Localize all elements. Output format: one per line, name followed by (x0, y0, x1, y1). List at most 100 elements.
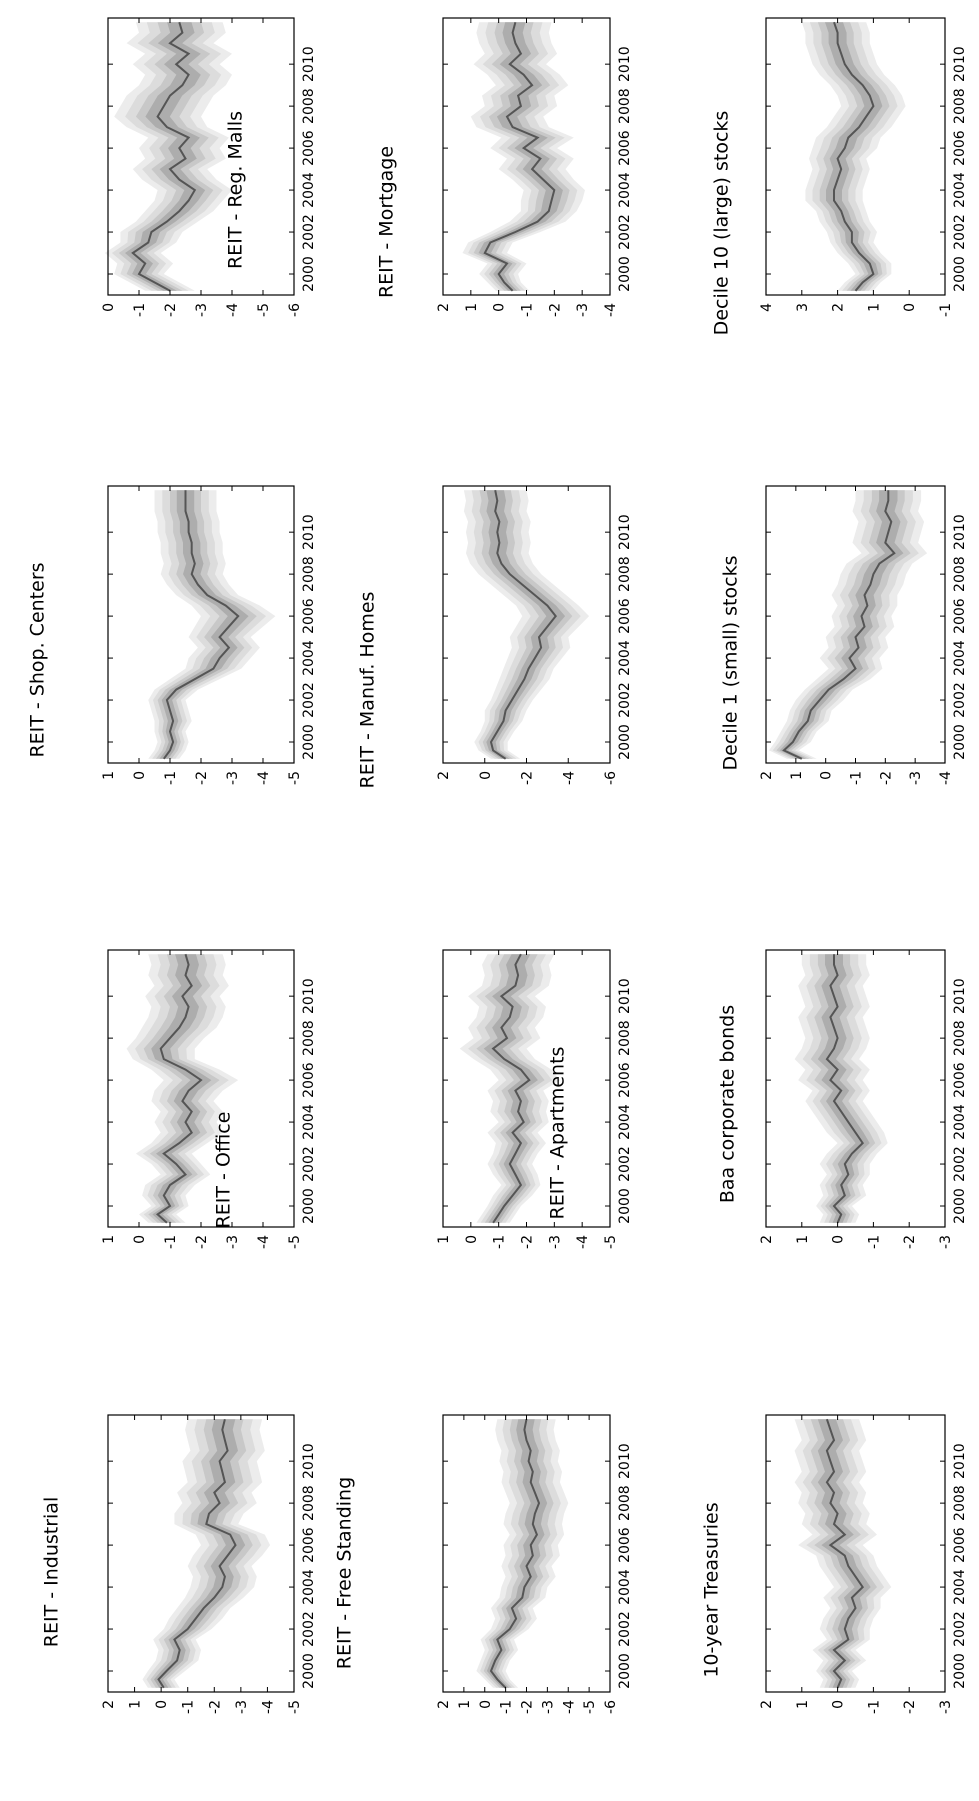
xtick-label-reit-shop-centers: 2000 (301, 724, 317, 760)
xtick-label-reit-shop-centers: 2004 (301, 640, 317, 676)
ytick-label-10-year-treasuries: -1 (866, 1700, 882, 1714)
band-reit-shop-centers-2 (156, 490, 257, 759)
ytick-label-baa-corporate-bonds: -3 (938, 1235, 954, 1249)
xtick-label-reit-manuf-homes: 2004 (617, 640, 633, 676)
median-line-reit-mortgage (483, 21, 556, 292)
median-line-reit-industrial (157, 1418, 237, 1689)
ytick-label-decile-1-small-stocks: 2 (759, 771, 775, 780)
band-reit-manuf-homes-3 (486, 490, 566, 759)
xtick-label-reit-apartments: 2008 (617, 1020, 633, 1056)
ytick-label-reit-free-standing: 1 (457, 1700, 473, 1709)
xtick-label-reit-industrial: 2010 (301, 1443, 317, 1479)
ytick-label-10-year-treasuries: -3 (938, 1700, 954, 1714)
panel-decile-1-small-stocks: -4 -3 -2 -1 0 1 2 2000 2002 2004 2006 2008 2010 Decil… (720, 485, 968, 785)
xtick-label-reit-manuf-homes: 2002 (617, 682, 633, 718)
xtick-label-reit-reg-malls: 2000 (301, 256, 317, 292)
xtick-label-decile-1-small-stocks: 2006 (952, 598, 968, 634)
xtick-label-decile-1-small-stocks: 2008 (952, 556, 968, 592)
panel-title-reit-manuf-homes: REIT - Manuf. Homes (357, 592, 379, 789)
ytick-label-decile-1-small-stocks: -3 (908, 771, 924, 785)
xtick-label-decile-1-small-stocks: 2002 (952, 682, 968, 718)
median-line-reit-reg-malls (131, 21, 197, 292)
xtick-label-reit-industrial: 2006 (301, 1527, 317, 1563)
xtick-label-reit-shop-centers: 2008 (301, 556, 317, 592)
xtick-label-reit-manuf-homes: 2008 (617, 556, 633, 592)
band-reit-reg-malls-3 (125, 22, 206, 291)
panel-title-10-year-treasuries: 10-year Treasuries (701, 1502, 723, 1677)
panel-title-reit-mortgage: REIT - Mortgage (376, 146, 398, 298)
panel-title-baa-corporate-bonds: Baa corporate bonds (717, 1005, 739, 1203)
ytick-label-reit-shop-centers: -1 (163, 771, 179, 785)
xtick-label-reit-industrial: 2008 (301, 1485, 317, 1521)
ytick-label-decile-10-large-stocks: 2 (831, 303, 847, 312)
ytick-label-decile-10-large-stocks: -1 (938, 303, 954, 317)
xtick-label-reit-mortgage: 2004 (617, 172, 633, 208)
ytick-label-reit-mortgage: 1 (464, 303, 480, 312)
ytick-label-reit-free-standing: -3 (540, 1700, 556, 1714)
xtick-label-reit-office: 2002 (301, 1146, 317, 1182)
xtick-label-reit-free-standing: 2008 (617, 1485, 633, 1521)
ytick-label-reit-reg-malls: -6 (287, 303, 303, 317)
ytick-label-reit-reg-malls: -1 (132, 303, 148, 317)
panel-reit-shop-centers: -5 -4 -3 -2 -1 0 1 2000 2002 2004 2006 2008 2010 REIT… (27, 485, 317, 785)
ytick-label-reit-office: 0 (132, 1235, 148, 1244)
ytick-label-reit-shop-centers: 0 (132, 771, 148, 780)
xtick-label-reit-mortgage: 2010 (617, 46, 633, 82)
xtick-label-reit-apartments: 2004 (617, 1104, 633, 1140)
xtick-label-reit-free-standing: 2004 (617, 1569, 633, 1605)
median-line-reit-free-standing (489, 1419, 541, 1689)
xtick-label-reit-mortgage: 2006 (617, 130, 633, 166)
ytick-label-decile-10-large-stocks: 1 (866, 303, 882, 312)
xtick-label-reit-manuf-homes: 2006 (617, 598, 633, 634)
xtick-label-reit-reg-malls: 2004 (301, 172, 317, 208)
ytick-label-reit-office: -1 (163, 1235, 179, 1249)
median-line-reit-apartments (491, 953, 531, 1224)
ytick-label-reit-industrial: -3 (234, 1700, 250, 1714)
ytick-label-reit-free-standing: 0 (478, 1700, 494, 1709)
xtick-label-reit-shop-centers: 2010 (301, 514, 317, 550)
ytick-label-reit-industrial: -5 (287, 1700, 303, 1714)
ytick-label-reit-free-standing: -5 (582, 1700, 598, 1714)
panel-reit-reg-malls: -6 -5 -4 -3 -2 -1 0 2000 2002 2004 2006 2008 2010 REI… (101, 17, 317, 317)
ytick-label-decile-1-small-stocks: -4 (938, 771, 954, 785)
ytick-label-reit-manuf-homes: 0 (478, 771, 494, 780)
ytick-label-reit-apartments: -2 (520, 1235, 536, 1249)
ytick-label-reit-office: -4 (256, 1235, 272, 1249)
ytick-label-decile-1-small-stocks: 1 (789, 771, 805, 780)
panel-reit-mortgage: -4 -3 -2 -1 0 1 2 2000 2002 2004 2006 2008 2010 REIT … (376, 17, 633, 317)
xtick-label-baa-corporate-bonds: 2008 (952, 1020, 968, 1056)
ytick-label-reit-shop-centers: -3 (225, 771, 241, 785)
xtick-label-reit-shop-centers: 2006 (301, 598, 317, 634)
ytick-label-10-year-treasuries: -2 (902, 1700, 918, 1714)
panel-reit-industrial: -5 -4 -3 -2 -1 0 1 2 2000 2002 2004 2006 2008 2010 REI… (41, 1414, 317, 1714)
ytick-label-reit-office: -3 (225, 1235, 241, 1249)
ytick-label-reit-industrial: -4 (260, 1700, 276, 1714)
ytick-label-reit-reg-malls: -3 (194, 303, 210, 317)
ytick-label-baa-corporate-bonds: 2 (759, 1235, 775, 1244)
band-baa-corporate-bonds-3 (817, 954, 870, 1223)
ytick-label-10-year-treasuries: 1 (795, 1700, 811, 1709)
panel-reit-office: -5 -4 -3 -2 -1 0 1 2000 2002 2004 2006 2008 2010 REIT… (101, 949, 317, 1249)
ytick-label-reit-mortgage: 0 (492, 303, 508, 312)
xtick-label-decile-10-large-stocks: 2000 (952, 256, 968, 292)
xtick-label-reit-manuf-homes: 2000 (617, 724, 633, 760)
ytick-label-reit-mortgage: -3 (575, 303, 591, 317)
xtick-label-decile-10-large-stocks: 2010 (952, 46, 968, 82)
ytick-label-reit-free-standing: -4 (561, 1700, 577, 1714)
ytick-label-reit-shop-centers: 1 (101, 771, 117, 780)
xtick-label-decile-10-large-stocks: 2006 (952, 130, 968, 166)
ytick-label-reit-mortgage: -2 (547, 303, 563, 317)
panel-baa-corporate-bonds: -3 -2 -1 0 1 2 2000 2002 2004 2006 2008 2010 Baa cor… (717, 949, 968, 1249)
median-line-10-year-treasuries (825, 1418, 865, 1689)
ytick-label-reit-free-standing: 2 (436, 1700, 452, 1709)
ytick-label-reit-office: -5 (287, 1235, 303, 1249)
ytick-label-reit-apartments: -1 (492, 1235, 508, 1249)
ytick-label-10-year-treasuries: 2 (759, 1700, 775, 1709)
ytick-label-reit-reg-malls: 0 (101, 303, 117, 312)
ytick-label-reit-apartments: -4 (575, 1235, 591, 1249)
ytick-label-reit-free-standing: -1 (499, 1700, 515, 1714)
xtick-label-reit-mortgage: 2002 (617, 214, 633, 250)
ytick-label-reit-mortgage: 2 (436, 303, 452, 312)
ytick-label-baa-corporate-bonds: 0 (831, 1235, 847, 1244)
ytick-label-reit-mortgage: -1 (520, 303, 536, 317)
